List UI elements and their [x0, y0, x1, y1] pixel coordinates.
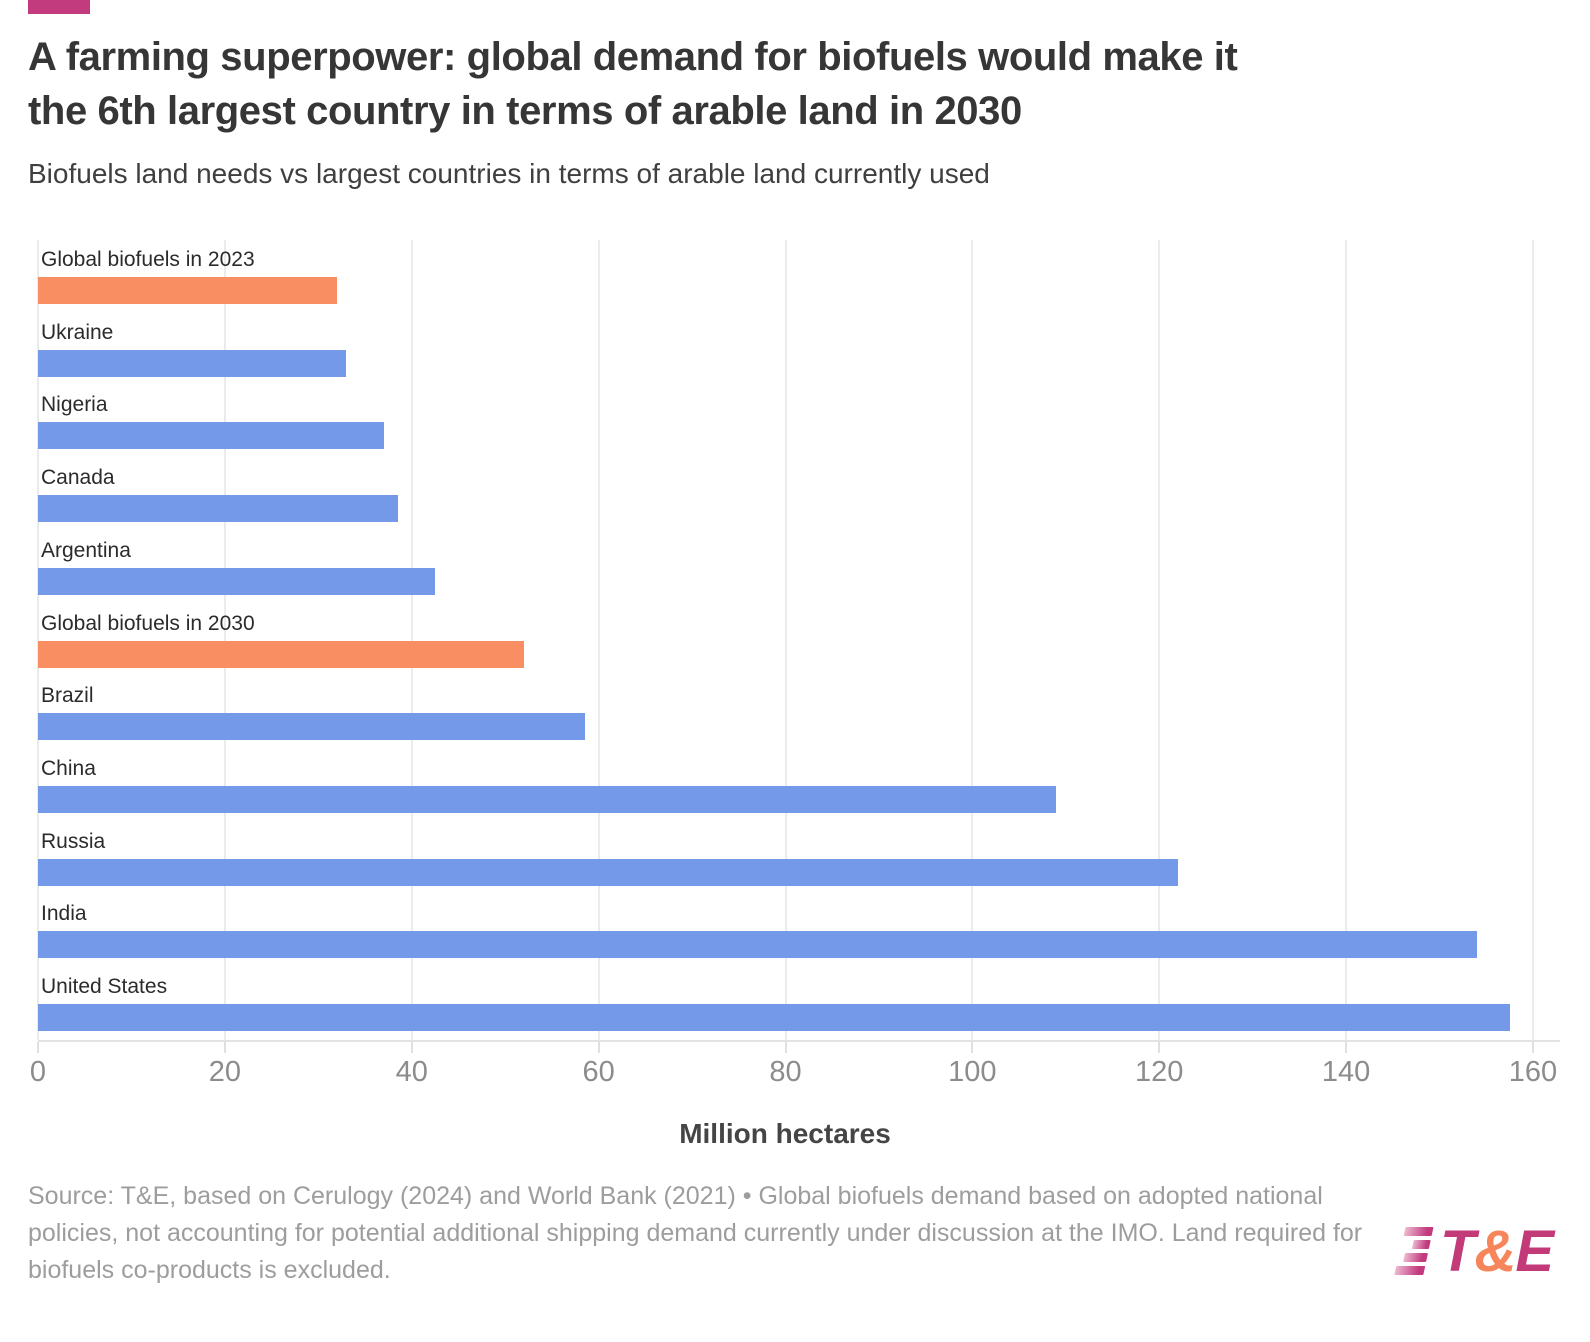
tick-mark-40 — [410, 1042, 413, 1053]
bar-global-biofuels-in-2030 — [38, 640, 524, 668]
te-logo-text: T&E — [1440, 1219, 1554, 1284]
row-global-biofuels-in-2030: Global biofuels in 2030 — [38, 604, 1560, 677]
tick-label-120: 120 — [1135, 1056, 1184, 1088]
category-label-nigeria: Nigeria — [41, 393, 108, 417]
bar-china — [38, 785, 1057, 813]
bar-chart: Global biofuels in 2023 Ukraine Nigeria Can… — [30, 240, 1560, 1240]
row-brazil: Brazil — [38, 676, 1560, 749]
flag-stripe — [1403, 1253, 1428, 1262]
tick-mark-80 — [784, 1042, 787, 1053]
tick-label-60: 60 — [582, 1056, 615, 1088]
tick-mark-60 — [597, 1042, 600, 1053]
tick-label-0: 0 — [29, 1056, 47, 1088]
bar-global-biofuels-in-2023 — [38, 277, 337, 304]
tick-mark-120 — [1158, 1042, 1161, 1053]
row-united-states: United States — [38, 967, 1560, 1040]
bar-russia — [38, 858, 1178, 886]
gridline-0 — [37, 240, 39, 1040]
gridline-20 — [223, 240, 226, 1040]
category-label-india: India — [41, 902, 87, 926]
bar-brazil — [38, 713, 585, 741]
category-label-argentina: Argentina — [41, 538, 131, 562]
bar-india — [38, 931, 1477, 959]
gridline-100 — [971, 240, 974, 1040]
x-axis-line — [38, 1040, 1560, 1042]
row-china: China — [38, 749, 1560, 822]
category-label-canada: Canada — [41, 466, 115, 490]
category-label-ukraine: Ukraine — [41, 320, 114, 344]
tick-label-100: 100 — [948, 1056, 997, 1088]
row-india: India — [38, 894, 1560, 967]
category-label-global-biofuels-in-2023: Global biofuels in 2023 — [41, 248, 255, 271]
bar-canada — [38, 495, 398, 523]
flag-stripe — [1394, 1266, 1426, 1275]
gridline-40 — [410, 240, 413, 1040]
tick-label-140: 140 — [1321, 1056, 1371, 1088]
bar-ukraine — [38, 349, 347, 377]
title-line-2: the 6th largest country in terms of arab… — [28, 89, 1022, 133]
row-global-biofuels-in-2023: Global biofuels in 2023 — [38, 240, 1560, 313]
brand-accent-bar — [28, 0, 90, 14]
source-note: Source: T&E, based on Cerulogy (2024) an… — [28, 1182, 1363, 1284]
tick-mark-0 — [37, 1042, 39, 1053]
gridline-80 — [784, 240, 787, 1040]
x-axis-title: Million hectares — [679, 1118, 891, 1149]
bar-argentina — [38, 567, 436, 595]
page-title: A farming superpower: global demand for … — [28, 30, 1238, 138]
category-label-global-biofuels-in-2030: Global biofuels in 2030 — [41, 611, 255, 635]
title-line-1: A farming superpower: global demand for … — [28, 35, 1238, 79]
te-flag-icon — [1382, 1227, 1434, 1279]
row-ukraine: Ukraine — [38, 313, 1560, 386]
row-russia: Russia — [38, 822, 1560, 895]
flag-stripe — [1411, 1240, 1431, 1249]
gridline-140 — [1345, 240, 1348, 1040]
logo-letter-t: T — [1440, 1219, 1475, 1284]
gridline-60 — [597, 240, 600, 1040]
flag-stripe — [1403, 1227, 1434, 1236]
logo-letter-e: E — [1515, 1219, 1554, 1284]
tick-label-40: 40 — [395, 1056, 428, 1088]
chart-subtitle: Biofuels land needs vs largest countries… — [28, 158, 990, 189]
gridline-120 — [1158, 240, 1161, 1040]
tick-label-20: 20 — [208, 1056, 241, 1088]
bar-united-states — [38, 1004, 1510, 1031]
te-logo: T&E — [1388, 1205, 1563, 1300]
category-label-brazil: Brazil — [41, 684, 94, 708]
tick-label-160: 160 — [1508, 1056, 1558, 1088]
gridline-160 — [1532, 240, 1534, 1040]
category-label-united-states: United States — [41, 975, 168, 998]
logo-ampersand: & — [1474, 1219, 1516, 1284]
row-argentina: Argentina — [38, 531, 1560, 604]
tick-label-80: 80 — [769, 1056, 802, 1088]
row-canada: Canada — [38, 458, 1560, 531]
category-label-china: China — [41, 756, 96, 780]
tick-mark-160 — [1532, 1042, 1534, 1053]
tick-mark-140 — [1345, 1042, 1348, 1053]
tick-mark-20 — [223, 1042, 226, 1053]
tick-mark-100 — [971, 1042, 974, 1053]
row-nigeria: Nigeria — [38, 385, 1560, 458]
bar-nigeria — [38, 422, 384, 450]
category-label-russia: Russia — [41, 829, 106, 853]
